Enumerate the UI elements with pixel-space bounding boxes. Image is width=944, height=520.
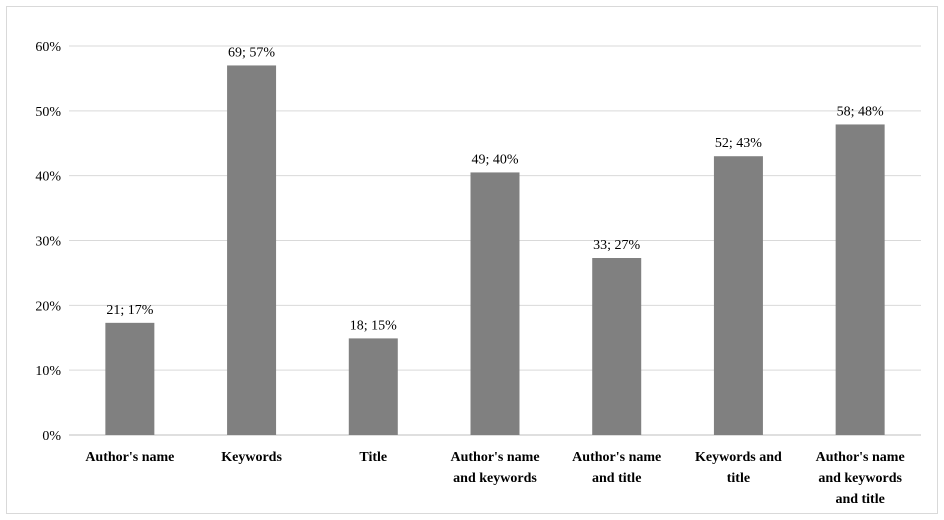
y-tick-label: 10% — [35, 364, 61, 379]
y-tick-label: 50% — [35, 105, 61, 120]
bar — [470, 172, 520, 436]
data-label: 33; 27% — [593, 238, 640, 253]
y-axis: 0% 10% 20% 30% 40% 50% 60% — [35, 40, 61, 444]
y-tick-label: 60% — [35, 40, 61, 55]
bar — [592, 258, 642, 435]
y-tick-label: 40% — [35, 170, 61, 185]
x-tick-label: Keywords — [221, 450, 282, 465]
data-label: 21; 17% — [106, 303, 153, 318]
bars — [105, 65, 885, 436]
bar-chart: 0% 10% 20% 30% 40% 50% 60% 21; 17% 69; 57% 18; 1… — [35, 40, 921, 507]
bar — [227, 65, 277, 435]
data-label: 52; 43% — [715, 136, 762, 151]
bar — [105, 322, 155, 435]
bar — [713, 156, 763, 435]
data-label: 69; 57% — [228, 45, 275, 60]
data-label: 49; 40% — [471, 152, 518, 167]
x-tick-label: Keywords and title — [695, 450, 782, 486]
y-tick-label: 30% — [35, 235, 61, 250]
bar — [348, 338, 398, 435]
x-tick-label: Author's name and keywords and title — [816, 450, 905, 507]
x-tick-label: Author's name — [85, 450, 174, 465]
data-label: 58; 48% — [837, 104, 884, 119]
x-axis: Author's name Keywords Title Author's name a… — [85, 450, 904, 507]
x-tick-label: Author's name and keywords — [450, 450, 539, 486]
bar — [835, 124, 885, 435]
y-tick-label: 0% — [42, 429, 61, 444]
x-tick-label: Title — [359, 450, 387, 465]
data-label: 18; 15% — [350, 318, 397, 333]
data-labels: 21; 17% 69; 57% 18; 15% 49; 40% 33; 27% 52; 4… — [106, 45, 884, 333]
x-tick-label: Author's name and title — [572, 450, 661, 486]
chart-area: 0% 10% 20% 30% 40% 50% 60% 21; 17% 69; 57% 18; 1… — [6, 6, 938, 514]
y-tick-label: 20% — [35, 299, 61, 314]
